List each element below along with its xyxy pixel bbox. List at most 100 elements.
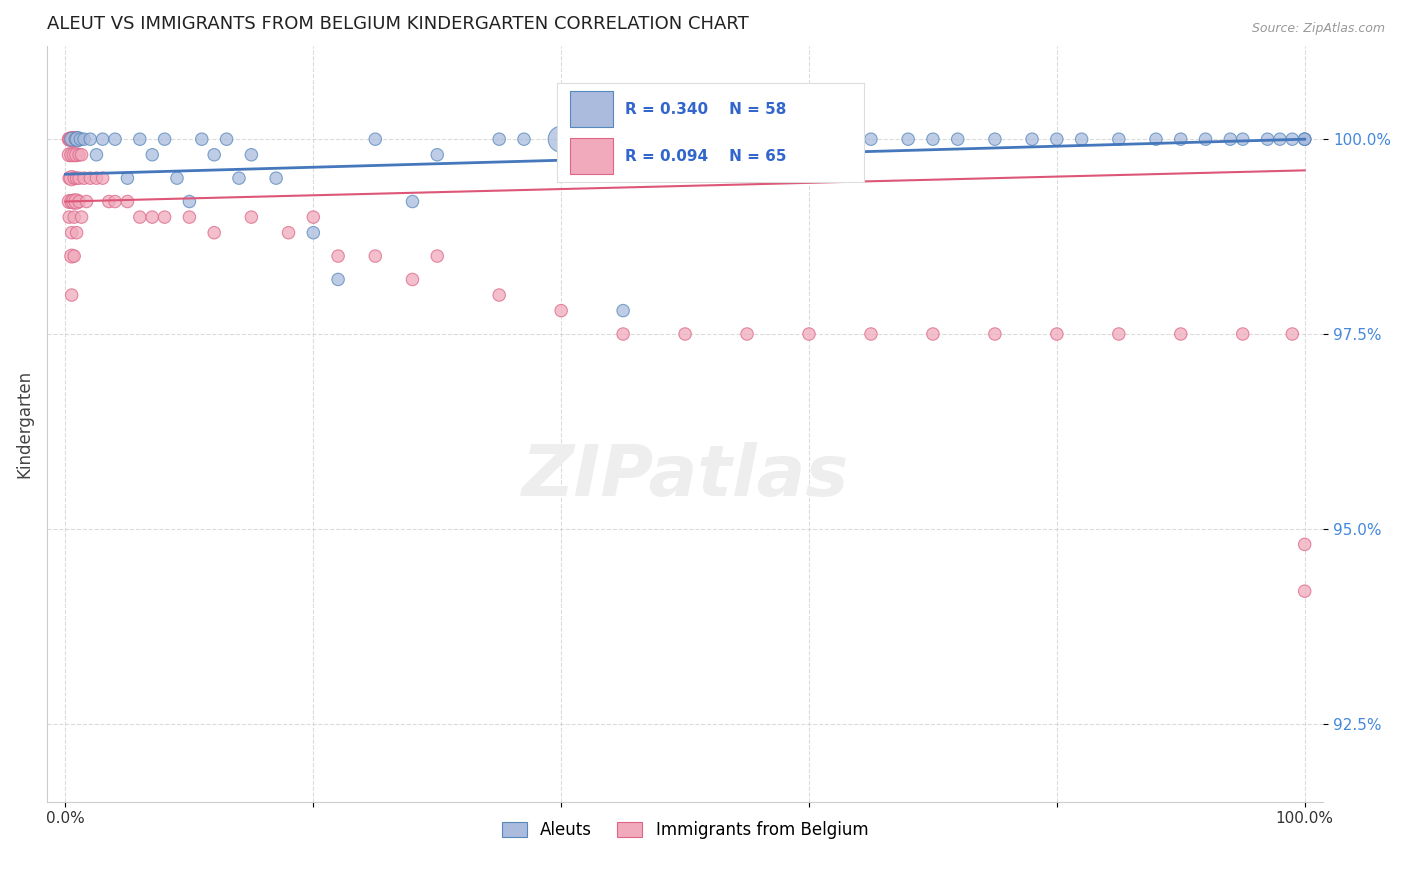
Point bbox=[58, 132, 80, 146]
Point bbox=[60, 249, 83, 263]
Point bbox=[277, 226, 299, 240]
Point bbox=[488, 288, 510, 302]
Point bbox=[63, 210, 86, 224]
Point bbox=[1257, 132, 1279, 146]
Point bbox=[1021, 132, 1043, 146]
Point bbox=[1108, 132, 1130, 146]
Point bbox=[60, 288, 83, 302]
Point bbox=[63, 194, 86, 209]
Point bbox=[1144, 132, 1167, 146]
Point bbox=[364, 249, 387, 263]
Point bbox=[86, 171, 108, 186]
Point bbox=[673, 326, 696, 341]
Point bbox=[1281, 326, 1303, 341]
Point bbox=[63, 132, 86, 146]
Point bbox=[426, 249, 449, 263]
Point bbox=[984, 326, 1007, 341]
Text: Source: ZipAtlas.com: Source: ZipAtlas.com bbox=[1251, 22, 1385, 36]
Point bbox=[922, 326, 945, 341]
Point bbox=[128, 210, 150, 224]
Point bbox=[401, 272, 423, 286]
Point bbox=[984, 132, 1007, 146]
Point bbox=[63, 249, 86, 263]
Point bbox=[60, 148, 83, 162]
Point bbox=[70, 210, 93, 224]
Point bbox=[73, 171, 96, 186]
Point bbox=[1170, 132, 1192, 146]
Point bbox=[326, 249, 349, 263]
Point bbox=[1194, 132, 1216, 146]
Point bbox=[63, 171, 86, 186]
Legend: Aleuts, Immigrants from Belgium: Aleuts, Immigrants from Belgium bbox=[495, 814, 875, 847]
Point bbox=[735, 132, 758, 146]
Point bbox=[302, 210, 325, 224]
Point bbox=[488, 132, 510, 146]
Text: ZIPatlas: ZIPatlas bbox=[522, 442, 849, 511]
Point bbox=[612, 303, 634, 318]
Point bbox=[58, 171, 80, 186]
Point bbox=[1294, 584, 1316, 599]
Point bbox=[650, 132, 672, 146]
Point bbox=[60, 194, 83, 209]
Point bbox=[60, 132, 83, 146]
Point bbox=[228, 171, 250, 186]
Point bbox=[1294, 132, 1316, 146]
Point bbox=[60, 171, 83, 186]
Point bbox=[153, 132, 176, 146]
Point bbox=[240, 148, 263, 162]
Point bbox=[426, 148, 449, 162]
Point bbox=[1170, 326, 1192, 341]
Point bbox=[1046, 132, 1069, 146]
Point bbox=[104, 194, 127, 209]
Text: ALEUT VS IMMIGRANTS FROM BELGIUM KINDERGARTEN CORRELATION CHART: ALEUT VS IMMIGRANTS FROM BELGIUM KINDERG… bbox=[46, 15, 748, 33]
Point bbox=[60, 226, 83, 240]
Point bbox=[58, 132, 80, 146]
Point bbox=[117, 171, 139, 186]
Point bbox=[76, 194, 98, 209]
Point bbox=[66, 226, 89, 240]
Point bbox=[735, 326, 758, 341]
Point bbox=[128, 132, 150, 146]
Point bbox=[612, 326, 634, 341]
Point bbox=[66, 171, 89, 186]
Point bbox=[141, 210, 163, 224]
Point bbox=[1268, 132, 1291, 146]
Point bbox=[1108, 326, 1130, 341]
Point bbox=[79, 171, 101, 186]
Point bbox=[73, 132, 96, 146]
Point bbox=[202, 148, 225, 162]
Point bbox=[550, 132, 572, 146]
Point bbox=[179, 210, 201, 224]
Point bbox=[1294, 132, 1316, 146]
Point bbox=[1219, 132, 1241, 146]
Point bbox=[179, 194, 201, 209]
Point bbox=[859, 326, 882, 341]
Point bbox=[1046, 326, 1069, 341]
Point bbox=[104, 132, 127, 146]
Point bbox=[65, 132, 87, 146]
Point bbox=[91, 171, 114, 186]
Y-axis label: Kindergarten: Kindergarten bbox=[15, 369, 32, 478]
Point bbox=[70, 148, 93, 162]
Point bbox=[1070, 132, 1092, 146]
Point bbox=[91, 132, 114, 146]
Point bbox=[66, 194, 89, 209]
Point bbox=[66, 132, 89, 146]
Point bbox=[141, 148, 163, 162]
Point bbox=[67, 194, 90, 209]
Point bbox=[264, 171, 287, 186]
Point bbox=[326, 272, 349, 286]
Point bbox=[117, 194, 139, 209]
Point bbox=[823, 132, 845, 146]
Point bbox=[66, 148, 89, 162]
Point bbox=[166, 171, 188, 186]
Point bbox=[58, 194, 80, 209]
Point bbox=[859, 132, 882, 146]
Point bbox=[69, 132, 91, 146]
Point bbox=[673, 132, 696, 146]
Point bbox=[513, 132, 536, 146]
Point bbox=[401, 194, 423, 209]
Point bbox=[58, 210, 80, 224]
Point bbox=[302, 226, 325, 240]
Point bbox=[79, 132, 101, 146]
